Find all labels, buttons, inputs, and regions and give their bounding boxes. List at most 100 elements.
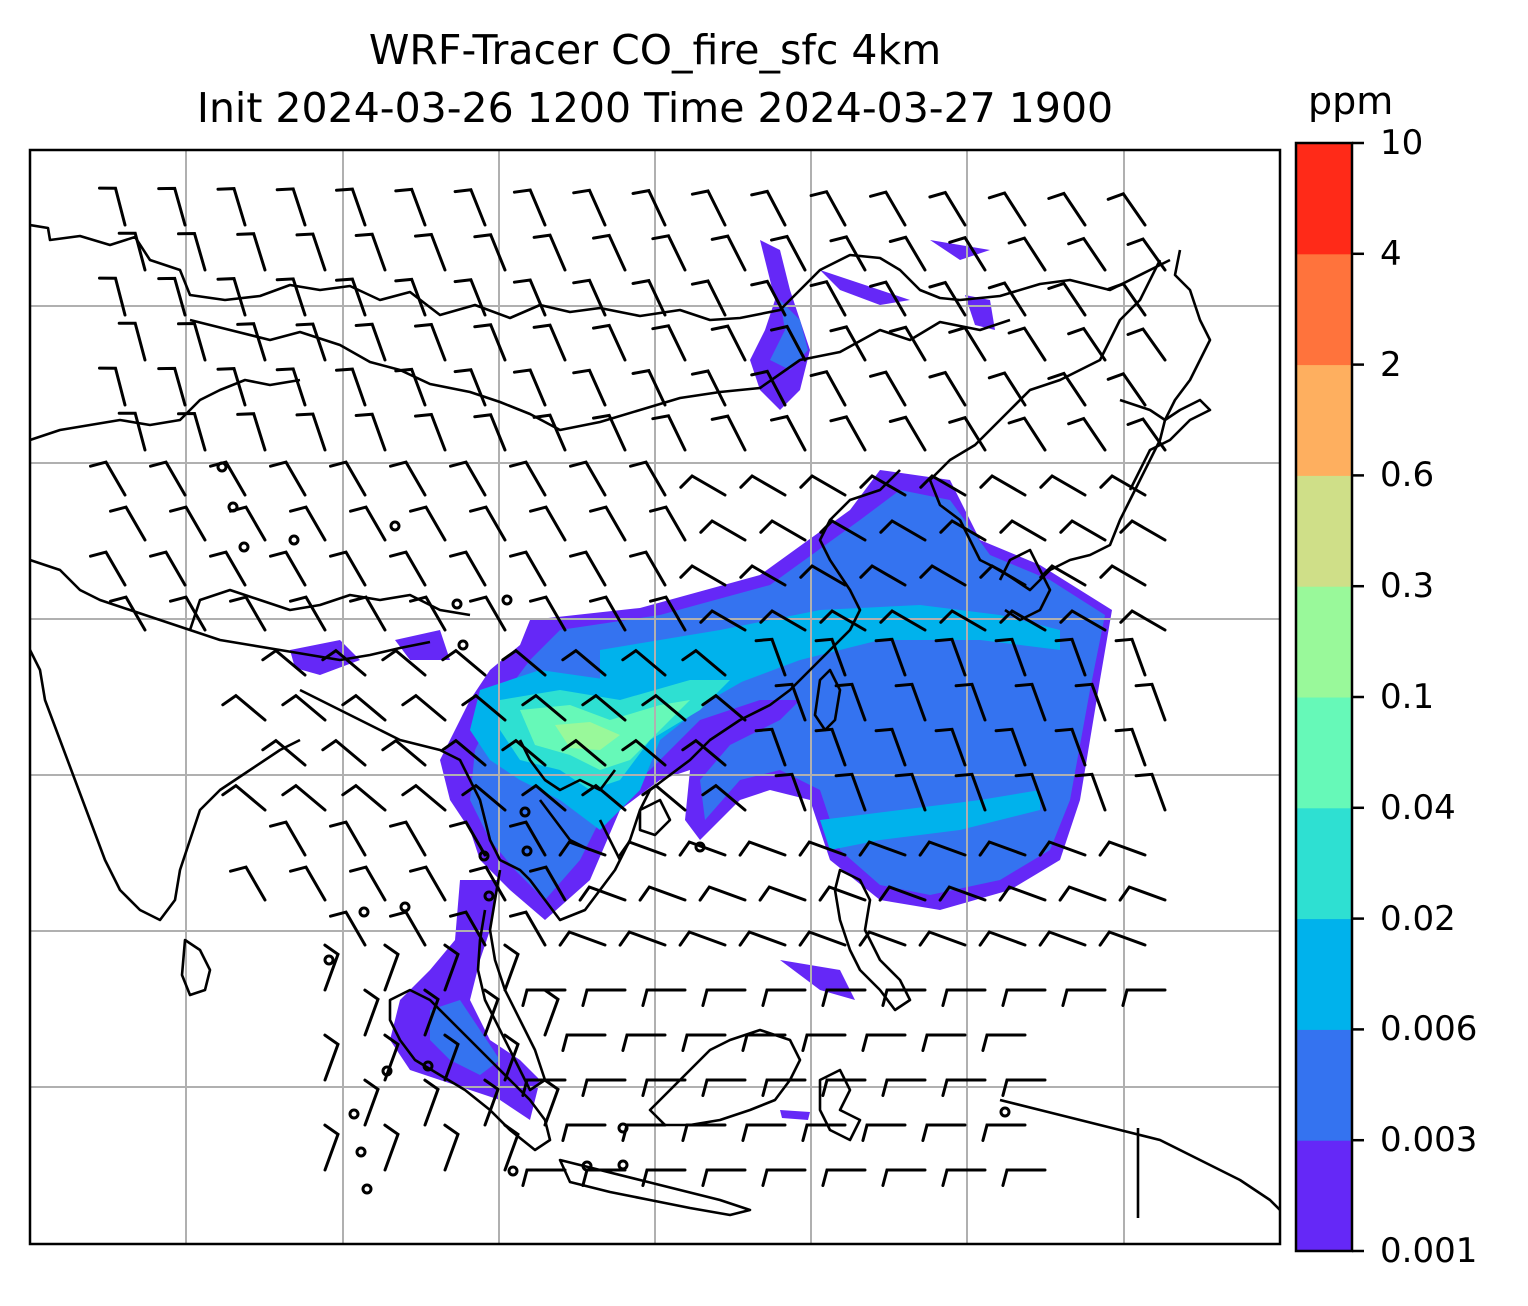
wind-barb xyxy=(678,840,727,857)
wind-barb xyxy=(741,1123,787,1142)
wind-barb xyxy=(999,609,1047,632)
wind-barb xyxy=(651,414,687,452)
plume-north-4 xyxy=(965,295,995,330)
border-central-asia xyxy=(30,378,301,442)
calm-wind-circle xyxy=(227,501,239,513)
wind-barb xyxy=(216,277,247,317)
wind-barb xyxy=(879,519,927,542)
wind-barb xyxy=(275,187,307,227)
wind-barb xyxy=(281,783,327,812)
wind-barb xyxy=(1007,416,1047,452)
wind-barb xyxy=(177,231,207,272)
wind-barb xyxy=(629,550,667,587)
wind-barb xyxy=(414,232,447,272)
coastline-hainan xyxy=(638,798,672,837)
calm-wind-circle xyxy=(501,594,513,606)
wind-barb xyxy=(572,188,607,227)
wind-barb xyxy=(1038,840,1087,857)
wind-barb xyxy=(512,278,547,317)
wind-barb xyxy=(941,988,987,1007)
wind-barb xyxy=(981,1123,1027,1142)
wind-barb xyxy=(948,325,987,362)
coastline-taiwan xyxy=(813,668,842,732)
colorbar-segment xyxy=(1296,586,1352,698)
wind-barb xyxy=(939,519,987,542)
wind-barb xyxy=(453,188,487,227)
wind-barb xyxy=(641,1168,687,1187)
wind-barb xyxy=(701,1168,747,1187)
wind-barb xyxy=(834,682,867,722)
wind-barb xyxy=(941,1078,987,1097)
wind-barb xyxy=(289,865,327,902)
wind-barb xyxy=(1038,930,1087,947)
wind-barb xyxy=(221,783,267,812)
wind-barb xyxy=(710,414,747,452)
wind-barb xyxy=(1059,519,1107,542)
wind-barb xyxy=(321,648,367,677)
colorbar-ticks xyxy=(1352,141,1364,1253)
wind-barb xyxy=(1067,236,1107,272)
wind-barb xyxy=(809,189,847,227)
wind-barb xyxy=(441,648,487,677)
wind-barb xyxy=(690,279,727,317)
wind-barb xyxy=(1067,416,1107,452)
wind-barb xyxy=(649,505,687,542)
wind-barb xyxy=(978,840,1027,857)
calm-wind-markers xyxy=(216,461,1011,1195)
wind-barb xyxy=(710,324,747,362)
wind-barb xyxy=(918,930,967,947)
calm-wind-circle xyxy=(238,541,250,553)
wind-barb xyxy=(501,738,547,767)
wind-barb xyxy=(229,595,267,632)
wind-barb xyxy=(209,460,247,497)
wind-barb xyxy=(939,609,987,632)
wind-barb xyxy=(389,820,427,857)
wind-barb xyxy=(821,1078,867,1097)
wind-barb xyxy=(389,460,427,497)
calm-wind-circle xyxy=(358,906,370,918)
wind-barb xyxy=(269,460,307,497)
wind-barb xyxy=(770,414,807,452)
wind-barb xyxy=(578,885,627,902)
wind-barb xyxy=(453,368,487,407)
wind-barb xyxy=(681,1033,727,1052)
wind-barb xyxy=(501,648,547,677)
wind-barb xyxy=(649,595,687,632)
wind-barb xyxy=(750,279,787,317)
wind-barb xyxy=(532,323,567,362)
wind-barb xyxy=(690,369,727,407)
coastline-russia-border xyxy=(30,223,1171,322)
wind-barb xyxy=(681,648,727,677)
coastline-india-west xyxy=(30,649,301,922)
wind-barb xyxy=(934,637,967,677)
wind-barb xyxy=(558,930,607,947)
wind-barb xyxy=(774,772,807,812)
colorbar-tick-label: 4 xyxy=(1380,233,1402,274)
border-tibet xyxy=(188,588,471,631)
wind-barb xyxy=(651,324,687,362)
wind-barb xyxy=(98,186,127,227)
wind-barb xyxy=(389,910,427,947)
wind-barb xyxy=(1121,988,1167,1007)
calm-wind-circle xyxy=(519,806,531,818)
wind-barb xyxy=(928,190,967,227)
wind-barb xyxy=(1067,326,1107,362)
wind-barb xyxy=(758,885,807,902)
wind-barb xyxy=(329,820,367,857)
colorbar-tick-label: 0.02 xyxy=(1380,898,1456,939)
wind-barb xyxy=(879,609,927,632)
wind-barb xyxy=(859,564,907,587)
coastline-indochina xyxy=(299,688,642,922)
plume-north-1 xyxy=(750,240,810,410)
wind-barb xyxy=(1054,727,1087,767)
wind-barb xyxy=(581,1078,627,1097)
wind-barb xyxy=(295,322,327,362)
wind-barb xyxy=(503,1123,520,1172)
wind-barb xyxy=(981,1033,1027,1052)
wind-barb xyxy=(894,772,927,812)
wind-barb xyxy=(754,637,787,677)
coastline-borneo xyxy=(648,1028,802,1127)
wind-barb xyxy=(1134,772,1167,812)
wind-barb xyxy=(641,783,687,812)
wind-barb xyxy=(229,865,267,902)
